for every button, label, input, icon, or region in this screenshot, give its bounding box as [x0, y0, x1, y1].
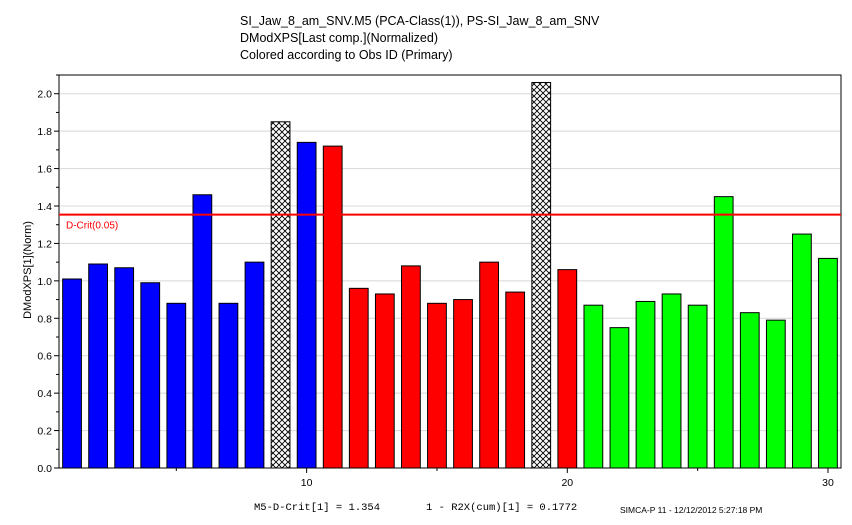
y-tick-label: 2.0	[37, 89, 52, 101]
bar-obs-22	[609, 327, 630, 469]
bar-obs-29	[792, 233, 812, 469]
y-tick-label: 0.6	[37, 351, 52, 363]
bar-obs-23	[635, 300, 656, 469]
bar-obs-13	[374, 293, 395, 469]
bar-obs-28	[765, 319, 786, 469]
title-line-3: Colored according to Obs ID (Primary)	[240, 48, 453, 62]
y-tick-label: 0.4	[37, 388, 52, 400]
x-tick-label: 20	[561, 477, 573, 489]
bar-obs-5	[166, 302, 187, 469]
title-line-1: SI_Jaw_8_am_SNV.M5 (PCA-Class(1)), PS-SI…	[240, 14, 600, 28]
bar-obs-14	[401, 265, 421, 469]
y-axis-label: DModXPS[1](Norm)	[22, 221, 34, 319]
bar-obs-6	[192, 194, 213, 469]
bar-obs-16	[453, 299, 473, 469]
bar-obs-21	[583, 304, 604, 469]
bar-obs-20	[557, 269, 578, 469]
d-crit-stat: M5-D-Crit[1] = 1.354	[254, 502, 381, 514]
d-crit-label: D-Crit(0.05)	[66, 221, 118, 232]
bar-obs-12	[348, 287, 369, 469]
plot-area	[58, 74, 842, 469]
title-line-2: DModXPS[Last comp.](Normalized)	[240, 31, 438, 45]
y-tick-label: 1.6	[37, 164, 52, 176]
bar-obs-18	[505, 291, 526, 469]
bar-obs-17	[479, 261, 499, 469]
x-tick-label: 30	[822, 477, 834, 489]
bar-obs-30	[818, 257, 838, 469]
bar-obs-8	[244, 261, 265, 469]
bar-obs-26	[713, 196, 734, 469]
bar-obs-1	[62, 278, 82, 469]
bar-obs-15	[427, 302, 447, 469]
y-tick-label: 1.8	[37, 126, 52, 138]
r2x-stat: 1 - R2X(cum)[1] = 0.1772	[426, 502, 578, 514]
bar-obs-11	[322, 145, 343, 469]
y-tick-label: 1.4	[37, 201, 52, 213]
bar-obs-27	[739, 312, 760, 469]
bar-obs-4	[140, 282, 161, 469]
software-timestamp: SIMCA-P 11 - 12/12/2012 5:27:18 PM	[620, 505, 763, 515]
bar-obs-7	[218, 302, 239, 469]
bar-obs-10	[296, 141, 317, 469]
y-tick-label: 0.2	[37, 426, 52, 438]
x-tick-label: 10	[301, 477, 313, 489]
bar-obs-3	[114, 267, 135, 469]
y-tick-label: 0.0	[37, 463, 52, 475]
y-tick-label: 0.8	[37, 313, 52, 325]
y-tick-label: 1.0	[37, 276, 52, 288]
bar-obs-2	[88, 263, 108, 469]
bar-obs-24	[661, 293, 682, 469]
bar-obs-9	[270, 121, 291, 469]
y-tick-label: 1.2	[37, 238, 52, 250]
bar-obs-25	[687, 304, 708, 469]
bar-obs-19	[531, 81, 552, 469]
chart-title: SI_Jaw_8_am_SNV.M5 (PCA-Class(1)), PS-SI…	[240, 13, 599, 64]
